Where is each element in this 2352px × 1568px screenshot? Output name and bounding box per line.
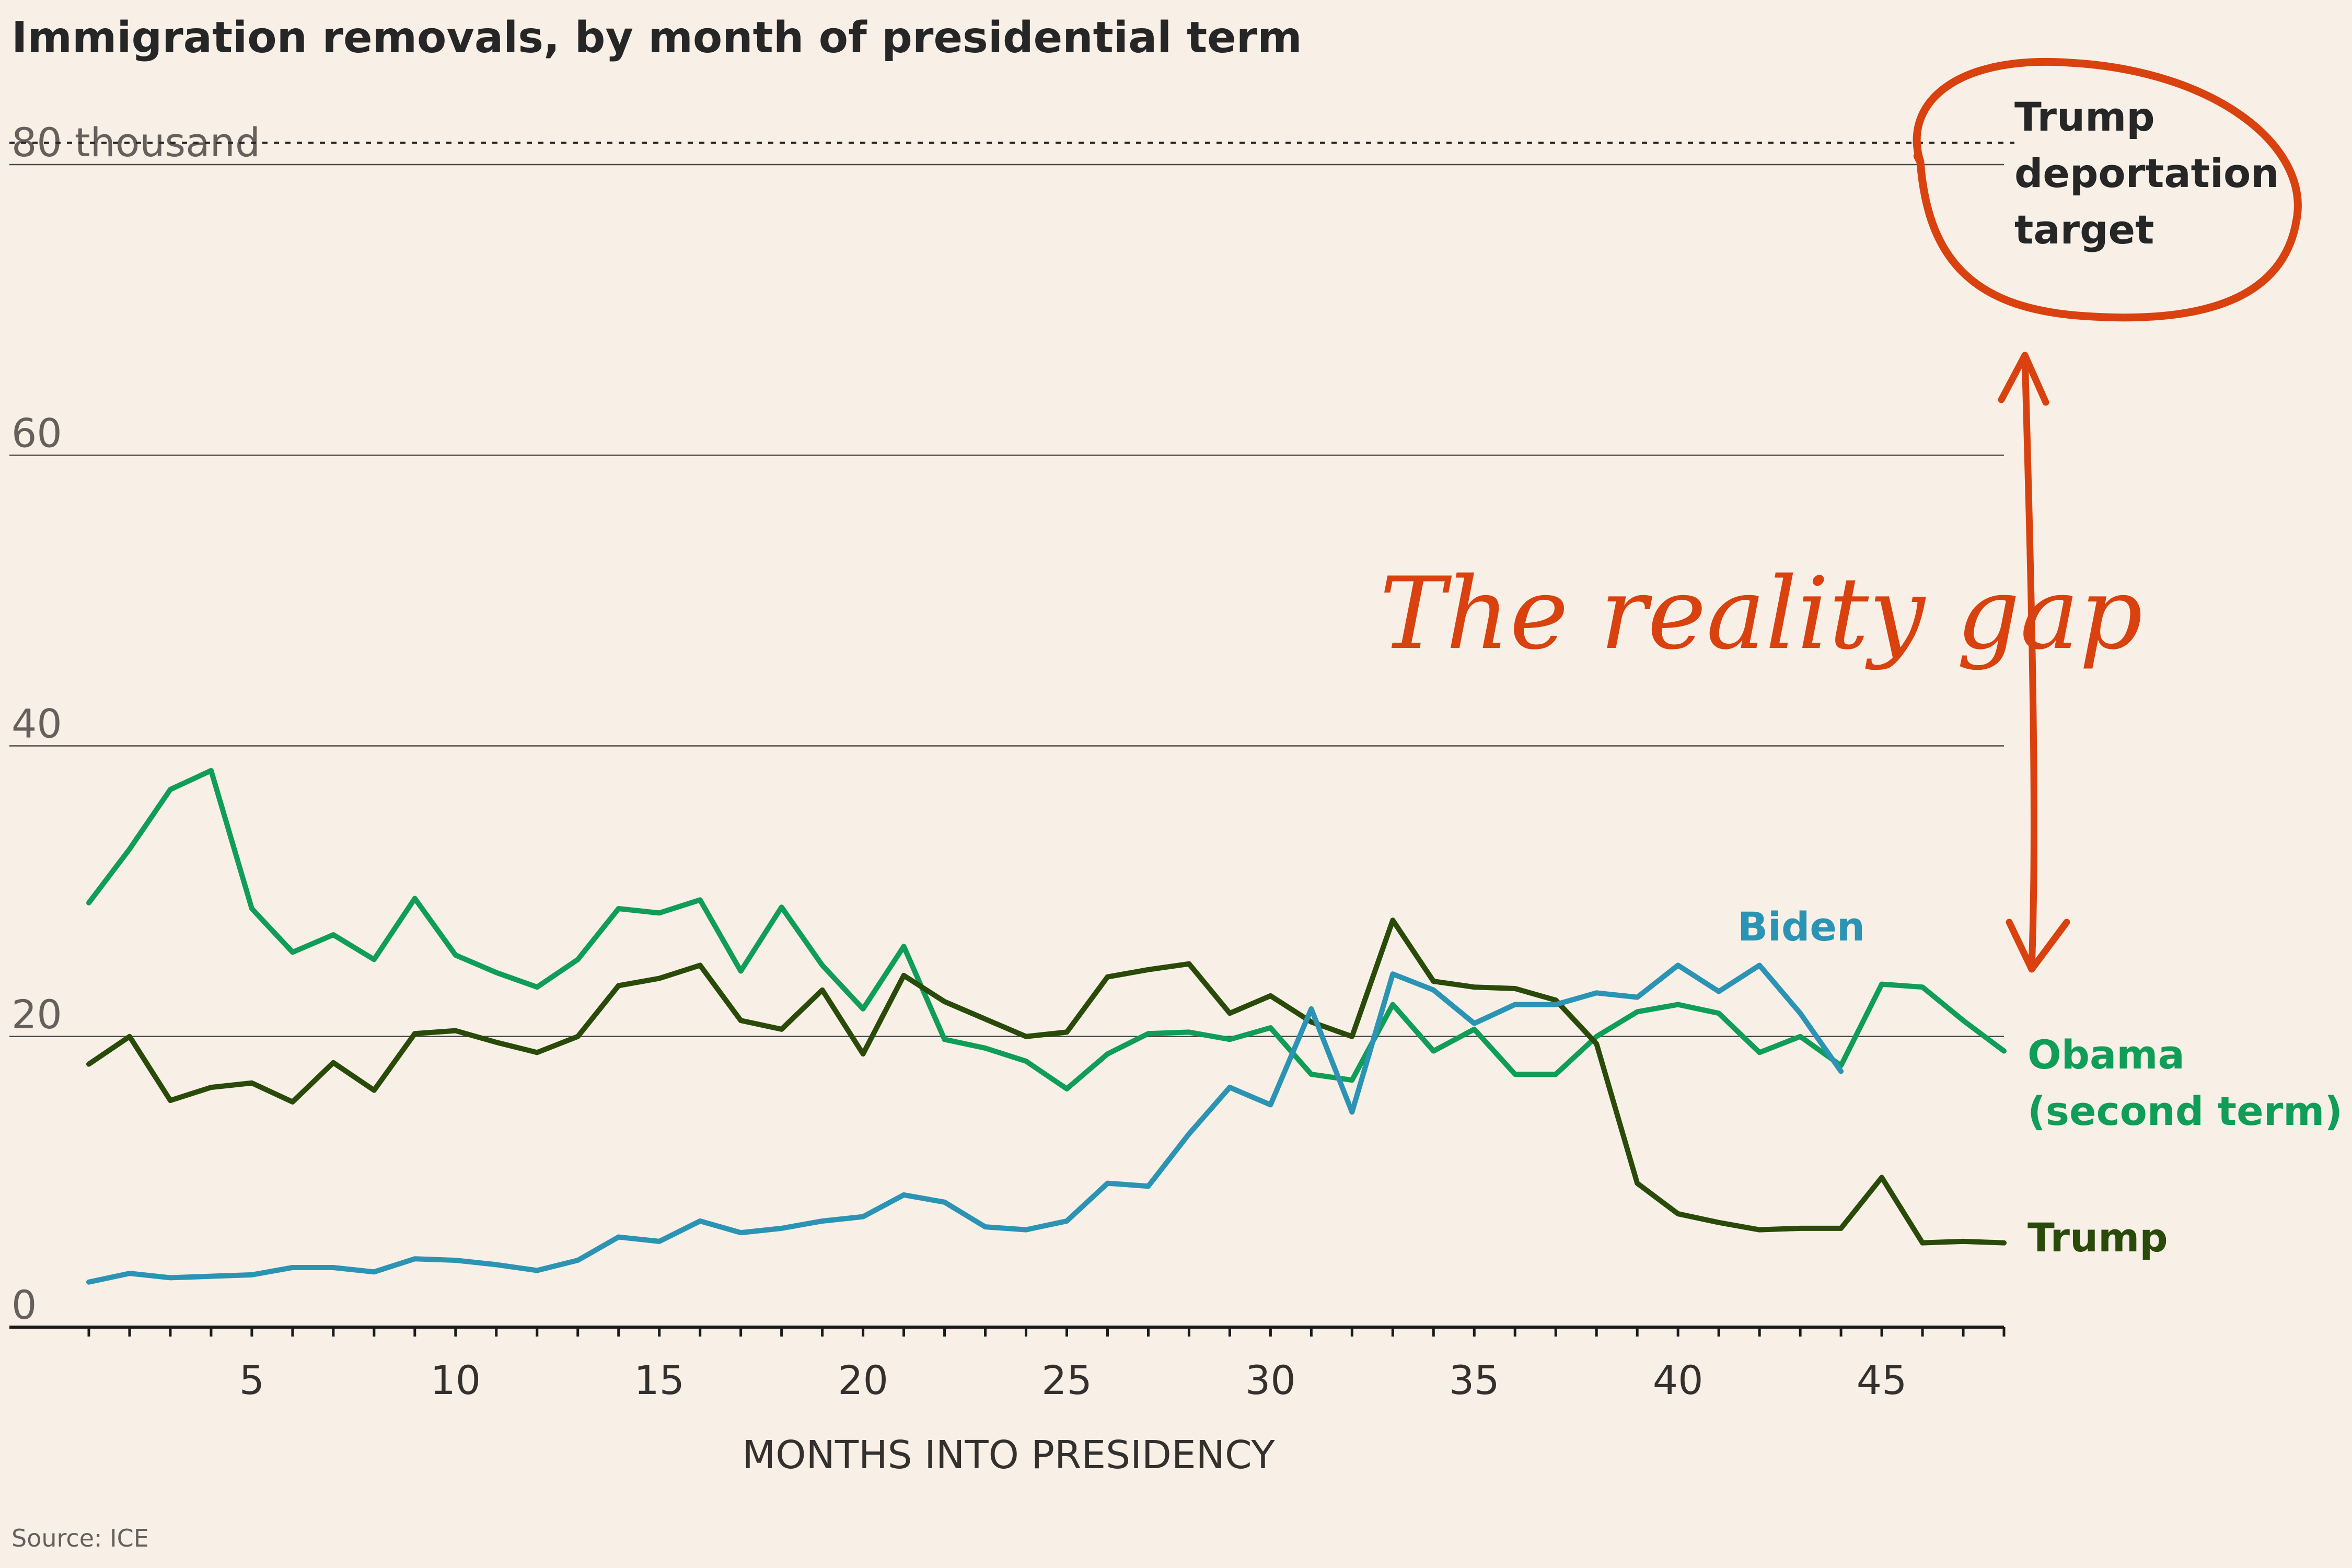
series-label-trump: Trump [2027, 1214, 2168, 1261]
chart-title: Immigration removals, by month of presid… [11, 13, 1302, 63]
source-note: Source: ICE [11, 1524, 149, 1552]
series-label-obama: Obama (second term) [2027, 1031, 2343, 1134]
series-line-biden [86, 962, 1844, 1285]
x-tick-label: 5 [239, 1357, 264, 1403]
x-tick-label: 10 [430, 1357, 481, 1403]
x-tick-label: 20 [838, 1357, 888, 1403]
gap-arrowhead-down [2006, 919, 2070, 973]
series-label-biden: Biden [1737, 903, 1865, 950]
target-label: Trump deportation target [2014, 94, 2279, 253]
reality-gap-annotation: The reality gap [1380, 556, 2143, 671]
x-axis-label: MONTHS INTO PRESIDENCY [742, 1433, 1275, 1478]
x-tick-label: 40 [1653, 1357, 1704, 1403]
gap-arrow [2021, 352, 2037, 970]
x-tick-label: 45 [1857, 1357, 1907, 1403]
series-line-trump [86, 917, 2007, 1246]
y-tick-label: 20 [11, 991, 62, 1038]
series-labels: Obama (second term) Trump Biden [1737, 903, 2343, 1261]
y-tick-label: 0 [11, 1282, 37, 1328]
target-label-line: Trump [2014, 94, 2155, 140]
x-tick-label: 35 [1449, 1357, 1500, 1403]
x-ticks: 5 10 15 20 25 30 35 40 45 [87, 1327, 2006, 1403]
x-tick-label: 25 [1041, 1357, 1092, 1403]
target-circle [1913, 58, 2302, 322]
y-tick-label: 60 [11, 410, 62, 456]
gridlines [9, 164, 2004, 1037]
series-line-obama [86, 768, 2007, 1091]
series-lines [86, 768, 2007, 1285]
target-label-line: target [2014, 206, 2154, 253]
gap-arrowhead-up [1998, 352, 2049, 406]
x-tick-label: 30 [1245, 1357, 1296, 1403]
x-tick-label: 15 [634, 1357, 685, 1403]
target-label-line: deportation [2014, 150, 2279, 196]
y-tick-label: 40 [11, 701, 62, 747]
